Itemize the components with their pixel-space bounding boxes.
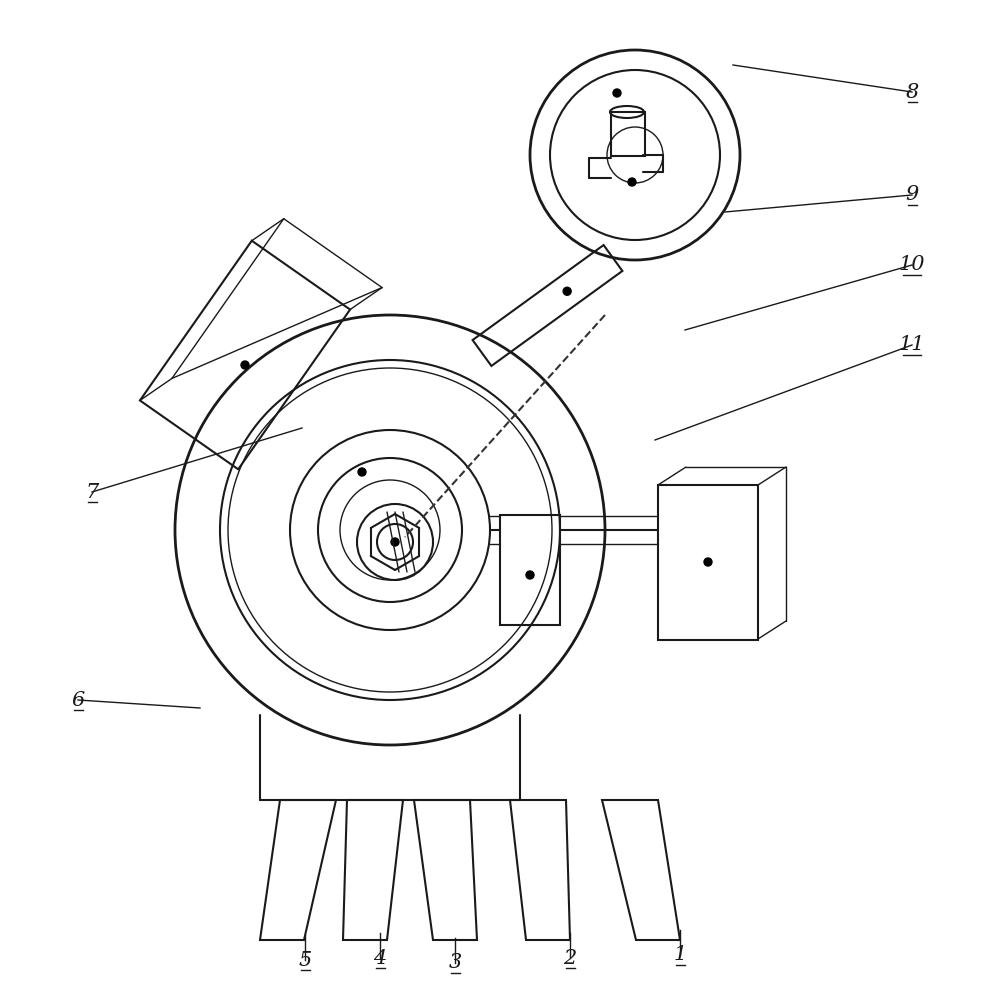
Circle shape xyxy=(391,538,399,546)
Circle shape xyxy=(563,287,571,295)
Circle shape xyxy=(613,89,621,97)
Text: 10: 10 xyxy=(899,255,925,274)
Bar xyxy=(500,515,560,625)
Text: 1: 1 xyxy=(673,946,686,964)
Text: 4: 4 xyxy=(374,948,387,968)
Circle shape xyxy=(241,361,249,369)
Text: 7: 7 xyxy=(86,483,99,502)
Bar xyxy=(658,485,758,640)
Bar xyxy=(611,112,645,156)
Text: 11: 11 xyxy=(899,336,925,355)
Text: 6: 6 xyxy=(71,690,85,710)
Circle shape xyxy=(704,558,712,566)
Circle shape xyxy=(526,571,534,579)
Circle shape xyxy=(628,178,636,186)
Text: 3: 3 xyxy=(449,954,461,972)
Text: 8: 8 xyxy=(905,83,919,102)
Circle shape xyxy=(358,468,366,476)
Text: 2: 2 xyxy=(563,948,577,968)
Text: 5: 5 xyxy=(299,950,312,970)
Text: 9: 9 xyxy=(905,186,919,205)
